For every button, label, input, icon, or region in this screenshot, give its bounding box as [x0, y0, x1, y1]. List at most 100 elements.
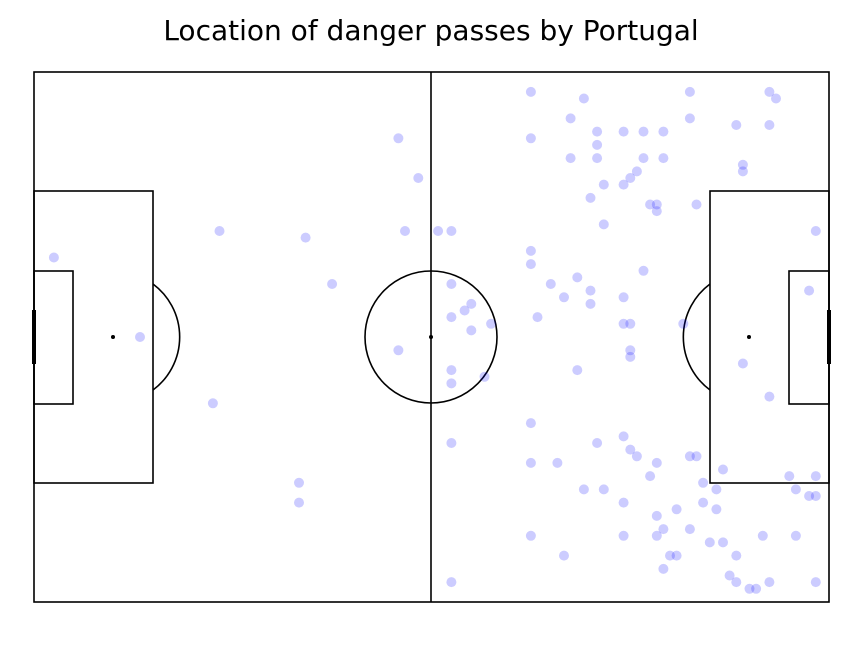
pass-point [486, 318, 497, 329]
pass-point [618, 179, 629, 190]
pass-point [711, 504, 722, 515]
pass-point [764, 391, 775, 402]
centre-spot [429, 335, 433, 339]
pass-point [413, 173, 424, 183]
pass-point [658, 563, 669, 574]
pass-point [572, 272, 583, 283]
pass-point [671, 550, 682, 561]
pass-point [433, 226, 444, 236]
pass-point [214, 226, 225, 236]
right-penalty-spot [747, 335, 751, 339]
pass-point [327, 279, 338, 289]
pass-point [658, 126, 669, 137]
pass-point [698, 477, 709, 488]
pass-point [751, 583, 762, 594]
left-penalty-arc [152, 283, 181, 391]
pass-point [545, 279, 556, 289]
pass-point [638, 153, 649, 164]
pass-point [658, 153, 669, 164]
pass-point [671, 504, 682, 515]
pass-point [625, 345, 636, 356]
pass-point [525, 418, 536, 429]
pass-point [737, 358, 748, 369]
pass-point [532, 312, 543, 323]
pass-point [592, 438, 603, 448]
pass-point [618, 497, 629, 508]
pass-point [578, 484, 589, 495]
pass-point [651, 457, 662, 468]
pass-point [598, 484, 609, 495]
pass-point [718, 464, 728, 475]
pass-point [731, 577, 742, 588]
pass-point [592, 126, 603, 137]
pass-point [585, 298, 596, 309]
pass-point [790, 484, 801, 495]
pass-point [718, 537, 728, 548]
pass-point [724, 570, 735, 581]
pass-point [294, 477, 304, 488]
pass-point [764, 120, 775, 130]
pass-point [651, 199, 662, 210]
pass-point [525, 133, 536, 144]
pass-point [565, 153, 576, 164]
pass-point [592, 153, 603, 164]
pass-point [578, 93, 589, 104]
pass-point [684, 113, 695, 124]
pass-point [625, 444, 636, 455]
pass-point [625, 318, 636, 329]
pass-point [598, 219, 609, 230]
pass-point [651, 206, 662, 217]
pass-point [631, 166, 642, 177]
pass-point [691, 199, 702, 210]
pass-point [552, 457, 563, 468]
pass-point [784, 471, 795, 482]
pass-point [651, 530, 662, 541]
left-penalty-spot [111, 335, 115, 339]
pass-point [618, 530, 629, 541]
pass-point [446, 226, 457, 236]
pass-point [572, 365, 583, 376]
pass-point [598, 179, 609, 190]
pass-point [771, 93, 781, 104]
pass-point [585, 192, 596, 203]
pass-point [446, 438, 457, 448]
pass-point [618, 431, 629, 442]
pass-point [466, 298, 477, 309]
pass-point [651, 510, 662, 521]
pass-point [446, 312, 457, 323]
pass-point [804, 285, 815, 296]
pass-point [446, 279, 457, 289]
pass-point [618, 126, 629, 137]
pass-point [698, 497, 709, 508]
pass-point [565, 113, 576, 124]
pass-point [684, 451, 695, 462]
pass-point [810, 226, 821, 236]
pass-point [804, 491, 815, 501]
pass-point [790, 530, 801, 541]
pass-point [691, 451, 702, 462]
pass-point [810, 471, 821, 482]
pass-point [737, 166, 748, 177]
centre-circle [364, 270, 498, 404]
pass-point [585, 285, 596, 296]
pass-point [400, 226, 410, 236]
pass-point [810, 491, 821, 501]
pass-point [459, 305, 470, 316]
pass-point [479, 371, 490, 382]
pass-point [48, 252, 59, 263]
left-six-yard-box [33, 270, 74, 405]
pass-point [446, 378, 457, 389]
pass-point [757, 530, 768, 541]
pass-point [625, 173, 636, 183]
pass-point [684, 524, 695, 535]
pass-point [731, 550, 742, 561]
pass-points [48, 86, 821, 594]
pass-point [618, 318, 629, 329]
pass-point [525, 457, 536, 468]
pass-point [665, 550, 675, 561]
chart-title: Location of danger passes by Portugal [163, 14, 699, 47]
pass-point [678, 318, 689, 329]
pass-point [810, 577, 821, 588]
pass-point [711, 484, 722, 495]
